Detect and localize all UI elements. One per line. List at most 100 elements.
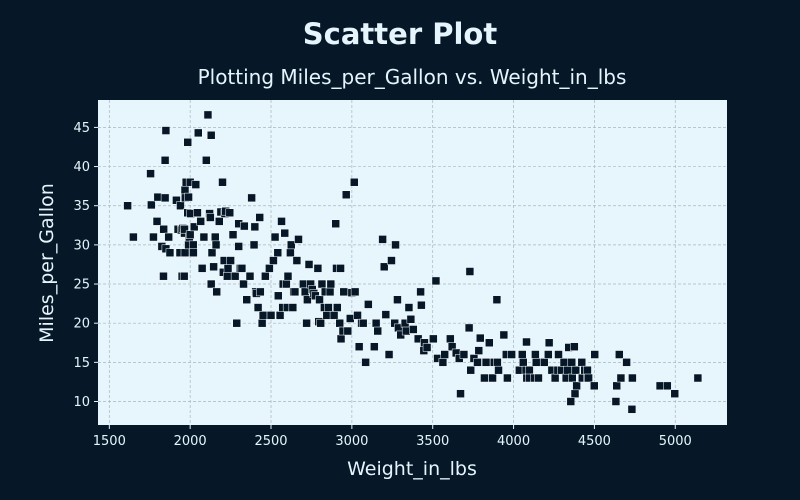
data-point: [336, 264, 345, 273]
data-point: [274, 291, 283, 301]
data-point: [206, 213, 215, 222]
data-point: [315, 295, 324, 304]
data-point: [417, 300, 426, 310]
x-tick-label: 3500: [416, 434, 449, 449]
data-point: [123, 201, 132, 210]
data-point: [401, 326, 411, 336]
data-point: [180, 248, 190, 257]
data-point: [202, 156, 211, 165]
data-point: [225, 208, 235, 218]
data-point: [258, 311, 268, 320]
data-point: [207, 248, 217, 257]
data-point: [194, 128, 203, 138]
data-point: [577, 358, 587, 367]
data-point: [466, 365, 475, 375]
data-point: [438, 358, 448, 367]
data-point: [176, 201, 185, 210]
data-point: [615, 350, 624, 359]
data-point: [507, 350, 516, 359]
data-point: [326, 279, 336, 289]
data-point: [210, 232, 220, 242]
data-point: [336, 334, 346, 344]
data-point: [476, 333, 485, 343]
data-point: [160, 156, 170, 165]
data-point: [317, 279, 327, 289]
data-point: [277, 217, 286, 226]
data-point: [570, 342, 579, 351]
data-point: [129, 232, 138, 242]
data-point: [341, 190, 351, 200]
data-point: [179, 271, 189, 281]
data-point: [275, 311, 285, 320]
data-point: [242, 295, 252, 304]
data-point: [211, 240, 221, 250]
data-point: [335, 318, 344, 328]
data-point: [286, 248, 295, 257]
data-point: [270, 232, 280, 242]
data-point: [196, 217, 205, 226]
data-point: [188, 240, 198, 250]
data-point: [261, 271, 270, 281]
data-point: [237, 264, 247, 273]
data-point: [465, 267, 475, 276]
data-point: [343, 326, 353, 336]
data-point: [519, 358, 528, 367]
data-point: [566, 397, 576, 406]
data-point: [350, 287, 360, 297]
data-point: [215, 217, 224, 226]
data-point: [373, 326, 382, 336]
data-point: [255, 213, 264, 222]
data-point: [406, 315, 416, 324]
data-point: [534, 373, 543, 383]
data-point: [464, 323, 474, 333]
data-point: [422, 343, 432, 352]
data-point: [288, 303, 298, 312]
y-tick-label: 35: [73, 199, 90, 214]
data-point: [354, 342, 364, 351]
data-point: [627, 405, 637, 414]
data-point: [568, 373, 577, 383]
data-point: [228, 230, 238, 239]
y-tick-label: 30: [73, 238, 90, 253]
data-point: [199, 232, 209, 242]
data-point: [209, 262, 218, 272]
data-point: [583, 365, 592, 375]
data-point: [273, 248, 283, 257]
data-point: [361, 358, 370, 367]
data-point: [540, 358, 549, 367]
data-point: [612, 381, 621, 391]
data-point: [590, 350, 599, 359]
data-point: [245, 271, 255, 281]
data-point: [431, 276, 441, 286]
data-point: [159, 224, 168, 234]
x-tick-label: 2500: [254, 434, 287, 449]
data-point: [544, 338, 554, 348]
data-point: [474, 346, 484, 355]
data-point: [329, 311, 339, 320]
data-point: [239, 279, 248, 289]
data-point: [525, 365, 534, 375]
data-point: [304, 260, 314, 269]
data-point: [230, 271, 240, 281]
data-point: [324, 303, 333, 312]
data-point: [294, 235, 303, 244]
data-point: [269, 256, 278, 265]
data-point: [232, 318, 241, 328]
data-point: [429, 334, 438, 344]
data-point: [350, 177, 359, 187]
data-point: [531, 358, 541, 367]
x-tick-label: 2000: [174, 434, 207, 449]
data-point: [159, 271, 168, 281]
data-point: [364, 300, 373, 309]
data-point: [550, 373, 560, 383]
y-tick-label: 20: [73, 317, 90, 332]
data-point: [494, 365, 503, 375]
data-point: [492, 295, 502, 304]
data-point: [290, 287, 300, 297]
data-point: [544, 350, 553, 359]
y-tick-label: 25: [73, 278, 90, 293]
data-point: [147, 200, 156, 210]
data-point: [184, 192, 193, 202]
data-point: [353, 311, 362, 320]
data-point: [257, 318, 267, 328]
